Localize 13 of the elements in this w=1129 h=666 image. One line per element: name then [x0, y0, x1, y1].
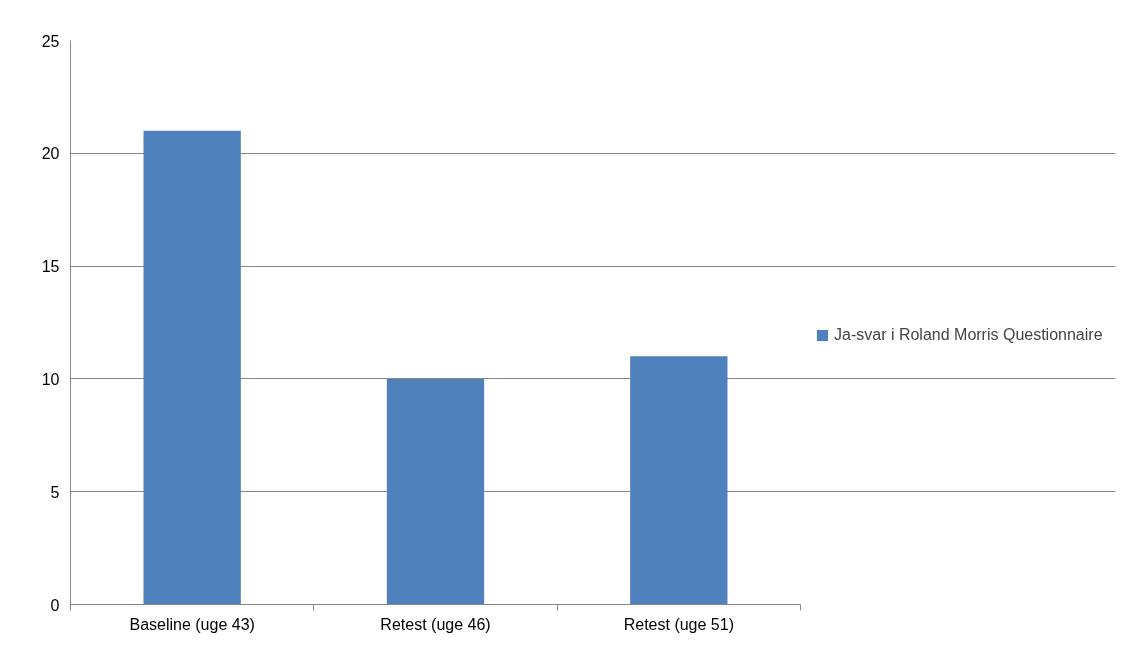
x-tick-label: Baseline (uge 43)	[129, 615, 255, 633]
y-tick-label: 5	[50, 483, 60, 501]
x-tick-label: Retest (uge 51)	[623, 615, 734, 633]
bar	[630, 356, 728, 605]
legend-label: Ja-svar i Roland Morris Questionnaire	[834, 326, 1103, 344]
bar	[386, 378, 485, 605]
y-tick-label: 10	[41, 370, 60, 388]
y-tick-label: 20	[41, 145, 60, 163]
bar	[143, 130, 241, 605]
y-tick-label: 15	[41, 258, 60, 276]
y-tick-label: 25	[41, 32, 60, 50]
x-tick-label: Retest (uge 46)	[380, 615, 491, 633]
y-tick-label: 0	[50, 596, 60, 614]
